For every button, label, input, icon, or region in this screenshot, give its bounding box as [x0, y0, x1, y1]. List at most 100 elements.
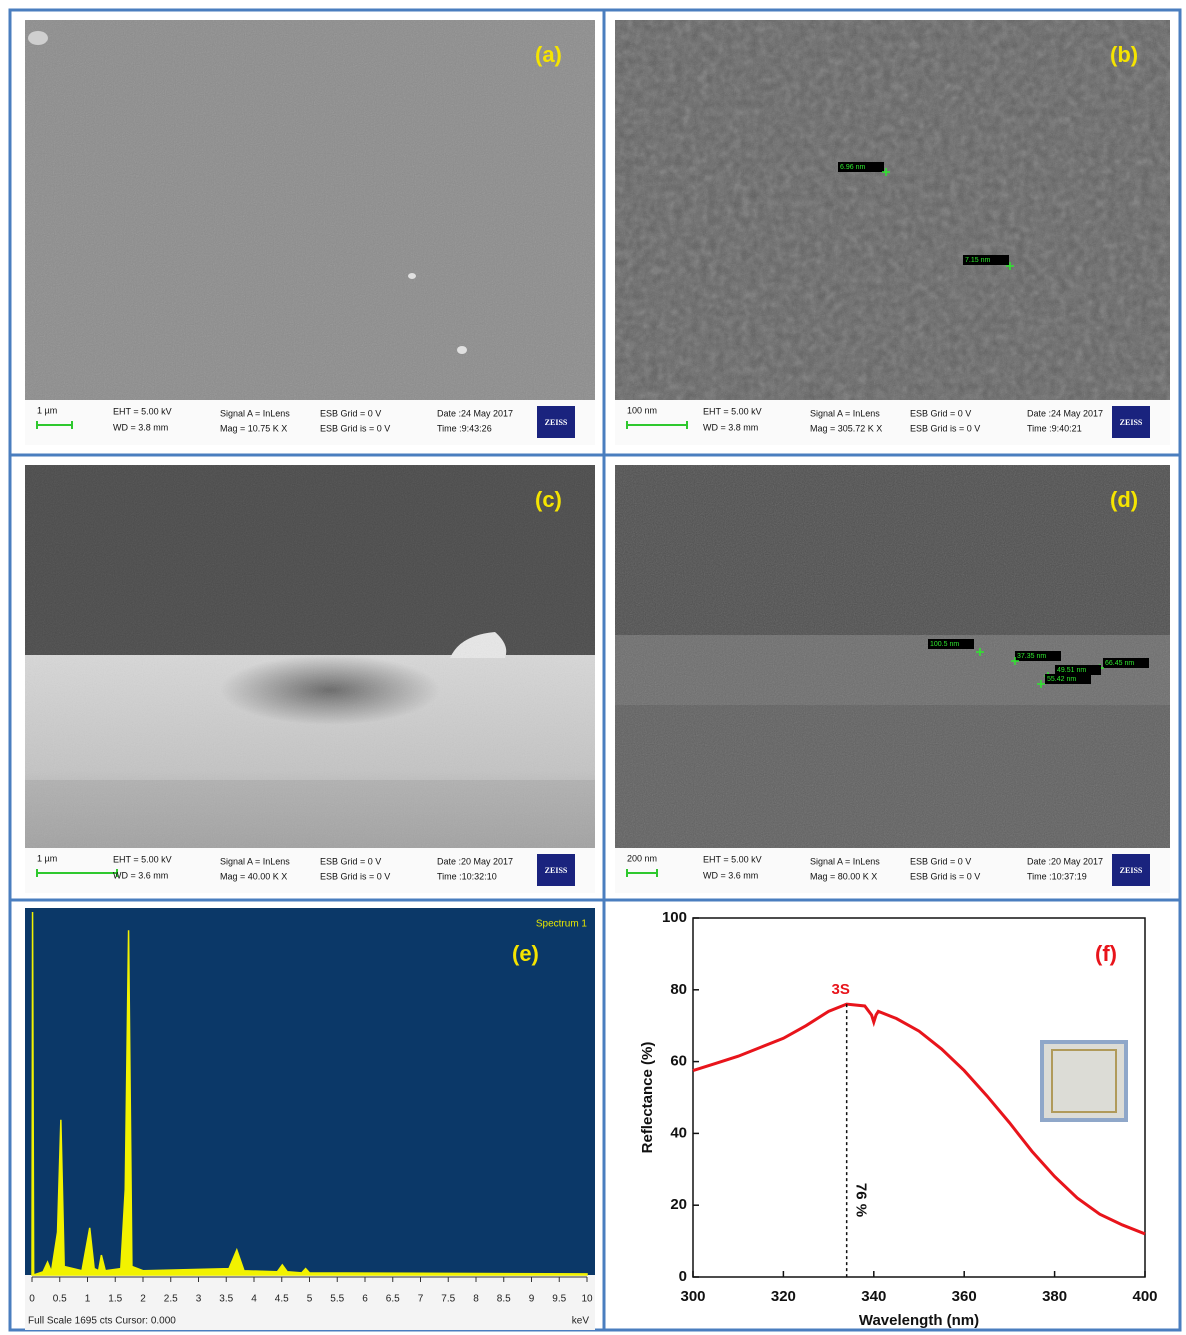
- inset-photo: [1040, 1040, 1128, 1122]
- info-time: Time :10:37:19: [1027, 871, 1087, 881]
- y-tick-label: 0: [679, 1268, 687, 1285]
- scale-bar-label: 200 nm: [627, 853, 657, 863]
- info-bar: [615, 848, 1170, 893]
- info-esb-grid-is: ESB Grid is = 0 V: [320, 423, 390, 433]
- scale-bar-label: 1 µm: [37, 853, 57, 863]
- x-tick-label: 3.5: [219, 1294, 233, 1305]
- measurement-label: 7.15 nm: [965, 257, 990, 264]
- info-mag: Mag = 80.00 K X: [810, 871, 877, 881]
- info-wd: WD = 3.6 mm: [703, 870, 758, 880]
- x-tick-label: 9.5: [552, 1294, 566, 1305]
- measurement-label: 100.5 nm: [930, 641, 959, 648]
- info-bar: [615, 400, 1170, 445]
- y-tick-label: 40: [670, 1124, 687, 1141]
- peak-label: 76 %: [853, 1183, 870, 1217]
- sem-image-c: [25, 465, 595, 848]
- x-tick-label: 5: [307, 1294, 313, 1305]
- x-axis-label: keV: [572, 1316, 590, 1327]
- x-tick-label: 9: [529, 1294, 535, 1305]
- info-esb-grid-is: ESB Grid is = 0 V: [910, 423, 980, 433]
- x-axis-label: Wavelength (nm): [859, 1312, 979, 1329]
- x-tick-label: 2: [140, 1294, 146, 1305]
- info-bar: [25, 400, 595, 445]
- measurement-label: 66.45 nm: [1105, 660, 1134, 667]
- x-tick-label: 7: [418, 1294, 424, 1305]
- info-eht: EHT = 5.00 kV: [703, 854, 762, 864]
- info-eht: EHT = 5.00 kV: [113, 854, 172, 864]
- panel-label: (d): [1110, 487, 1138, 512]
- info-esb-grid: ESB Grid = 0 V: [910, 856, 971, 866]
- y-tick-label: 100: [662, 909, 687, 926]
- info-mag: Mag = 40.00 K X: [220, 871, 287, 881]
- y-tick-label: 20: [670, 1196, 687, 1213]
- zeiss-text: ZEISS: [545, 418, 568, 427]
- info-signal: Signal A = InLens: [810, 408, 880, 418]
- info-esb-grid-is: ESB Grid is = 0 V: [320, 871, 390, 881]
- info-time: Time :9:40:21: [1027, 423, 1082, 433]
- scale-bar-label: 1 µm: [37, 405, 57, 415]
- x-tick-label: 400: [1132, 1288, 1157, 1305]
- info-signal: Signal A = InLens: [220, 408, 290, 418]
- info-signal: Signal A = InLens: [220, 856, 290, 866]
- spectrum-title: Spectrum 1: [536, 919, 588, 930]
- info-eht: EHT = 5.00 kV: [113, 406, 172, 416]
- info-eht: EHT = 5.00 kV: [703, 406, 762, 416]
- zeiss-text: ZEISS: [1120, 418, 1143, 427]
- zeiss-text: ZEISS: [1120, 866, 1143, 875]
- info-time: Time :9:43:26: [437, 423, 492, 433]
- scale-bar-label: 100 nm: [627, 405, 657, 415]
- panel-label: (a): [535, 42, 562, 67]
- info-bar: [25, 848, 595, 893]
- x-tick-label: 320: [771, 1288, 796, 1305]
- x-tick-label: 7.5: [441, 1294, 455, 1305]
- x-tick-label: 4.5: [275, 1294, 289, 1305]
- series-name: 3S: [832, 981, 850, 998]
- x-tick-label: 8.5: [497, 1294, 511, 1305]
- info-signal: Signal A = InLens: [810, 856, 880, 866]
- x-tick-label: 1.5: [108, 1294, 122, 1305]
- figure: (a) 1 µm EHT = 5.00 kV WD = 3.8 mm Signal A …: [0, 0, 1186, 1335]
- x-tick-label: 8: [473, 1294, 479, 1305]
- info-date: Date :24 May 2017: [1027, 408, 1103, 418]
- info-esb-grid: ESB Grid = 0 V: [910, 408, 971, 418]
- sem-image-a: [25, 20, 595, 400]
- zeiss-text: ZEISS: [545, 866, 568, 875]
- x-tick-label: 380: [1042, 1288, 1067, 1305]
- x-tick-label: 2.5: [164, 1294, 178, 1305]
- x-tick-label: 5.5: [330, 1294, 344, 1305]
- x-tick-label: 0: [29, 1294, 35, 1305]
- info-esb-grid: ESB Grid = 0 V: [320, 856, 381, 866]
- x-tick-label: 4: [251, 1294, 257, 1305]
- measurement-label: 55.42 nm: [1047, 676, 1076, 683]
- measurement-label: 37.35 nm: [1017, 653, 1046, 660]
- info-date: Date :20 May 2017: [1027, 856, 1103, 866]
- sem-image-b: [615, 20, 1170, 400]
- eds-background: [25, 908, 595, 1275]
- info-mag: Mag = 10.75 K X: [220, 423, 287, 433]
- measurement-label: 49.51 nm: [1057, 667, 1086, 674]
- x-tick-label: 1: [85, 1294, 91, 1305]
- y-tick-label: 80: [670, 981, 687, 998]
- measurement-label: 6.96 nm: [840, 164, 865, 171]
- x-tick-label: 6: [362, 1294, 368, 1305]
- info-date: Date :24 May 2017: [437, 408, 513, 418]
- x-tick-label: 6.5: [386, 1294, 400, 1305]
- x-tick-label: 0.5: [53, 1294, 67, 1305]
- panel-label: (b): [1110, 42, 1138, 67]
- info-wd: WD = 3.6 mm: [113, 870, 168, 880]
- info-time: Time :10:32:10: [437, 871, 497, 881]
- info-esb-grid-is: ESB Grid is = 0 V: [910, 871, 980, 881]
- x-tick-label: 360: [952, 1288, 977, 1305]
- info-date: Date :20 May 2017: [437, 856, 513, 866]
- x-tick-label: 10: [581, 1294, 593, 1305]
- y-tick-label: 60: [670, 1053, 687, 1070]
- info-wd: WD = 3.8 mm: [113, 422, 168, 432]
- panel-label: (c): [535, 487, 562, 512]
- info-wd: WD = 3.8 mm: [703, 422, 758, 432]
- x-tick-label: 300: [680, 1288, 705, 1305]
- panel-label: (e): [512, 941, 539, 966]
- x-tick-label: 340: [861, 1288, 886, 1305]
- footer: Full Scale 1695 cts Cursor: 0.000: [28, 1316, 176, 1327]
- sem-image-d: [615, 465, 1170, 848]
- y-axis-label: Reflectance (%): [639, 1042, 656, 1154]
